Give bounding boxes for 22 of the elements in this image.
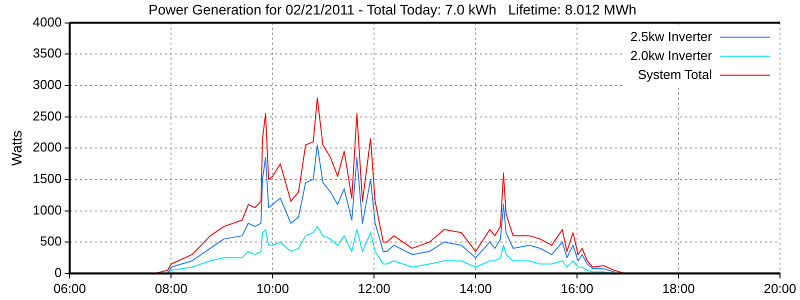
legend-label: System Total (638, 66, 712, 82)
y-tick-label: 3500 (32, 46, 62, 61)
y-tick-label: 3000 (32, 77, 62, 92)
y-tick-label: 2500 (32, 108, 62, 124)
legend-label: 2.0kw Inverter (630, 48, 713, 63)
y-tick-label: 4000 (32, 14, 62, 30)
y-tick-label: 0 (54, 264, 62, 280)
y-axis-title: Watts (8, 130, 24, 166)
x-tick-label: 16:00 (560, 280, 594, 296)
y-tick-label: 2000 (32, 140, 62, 155)
chart-title: Power Generation for 02/21/2011 - Total Today: 7.0 kWh Lifetime: 8.012 MWh (148, 1, 636, 18)
x-tick-label: 20:00 (764, 280, 796, 296)
y-tick-label: 1000 (32, 202, 62, 218)
x-tick-label: 06:00 (53, 280, 86, 296)
legend-label: 2.5kw Inverter (630, 28, 713, 44)
x-tick-label: 08:00 (154, 280, 188, 296)
y-tick-label: 500 (40, 234, 62, 249)
x-tick-label: 12:00 (358, 280, 390, 296)
y-tick-label: 1500 (32, 171, 62, 186)
x-tick-label: 10:00 (256, 280, 289, 296)
x-tick-label: 18:00 (662, 280, 695, 296)
x-tick-label: 14:00 (459, 280, 492, 296)
